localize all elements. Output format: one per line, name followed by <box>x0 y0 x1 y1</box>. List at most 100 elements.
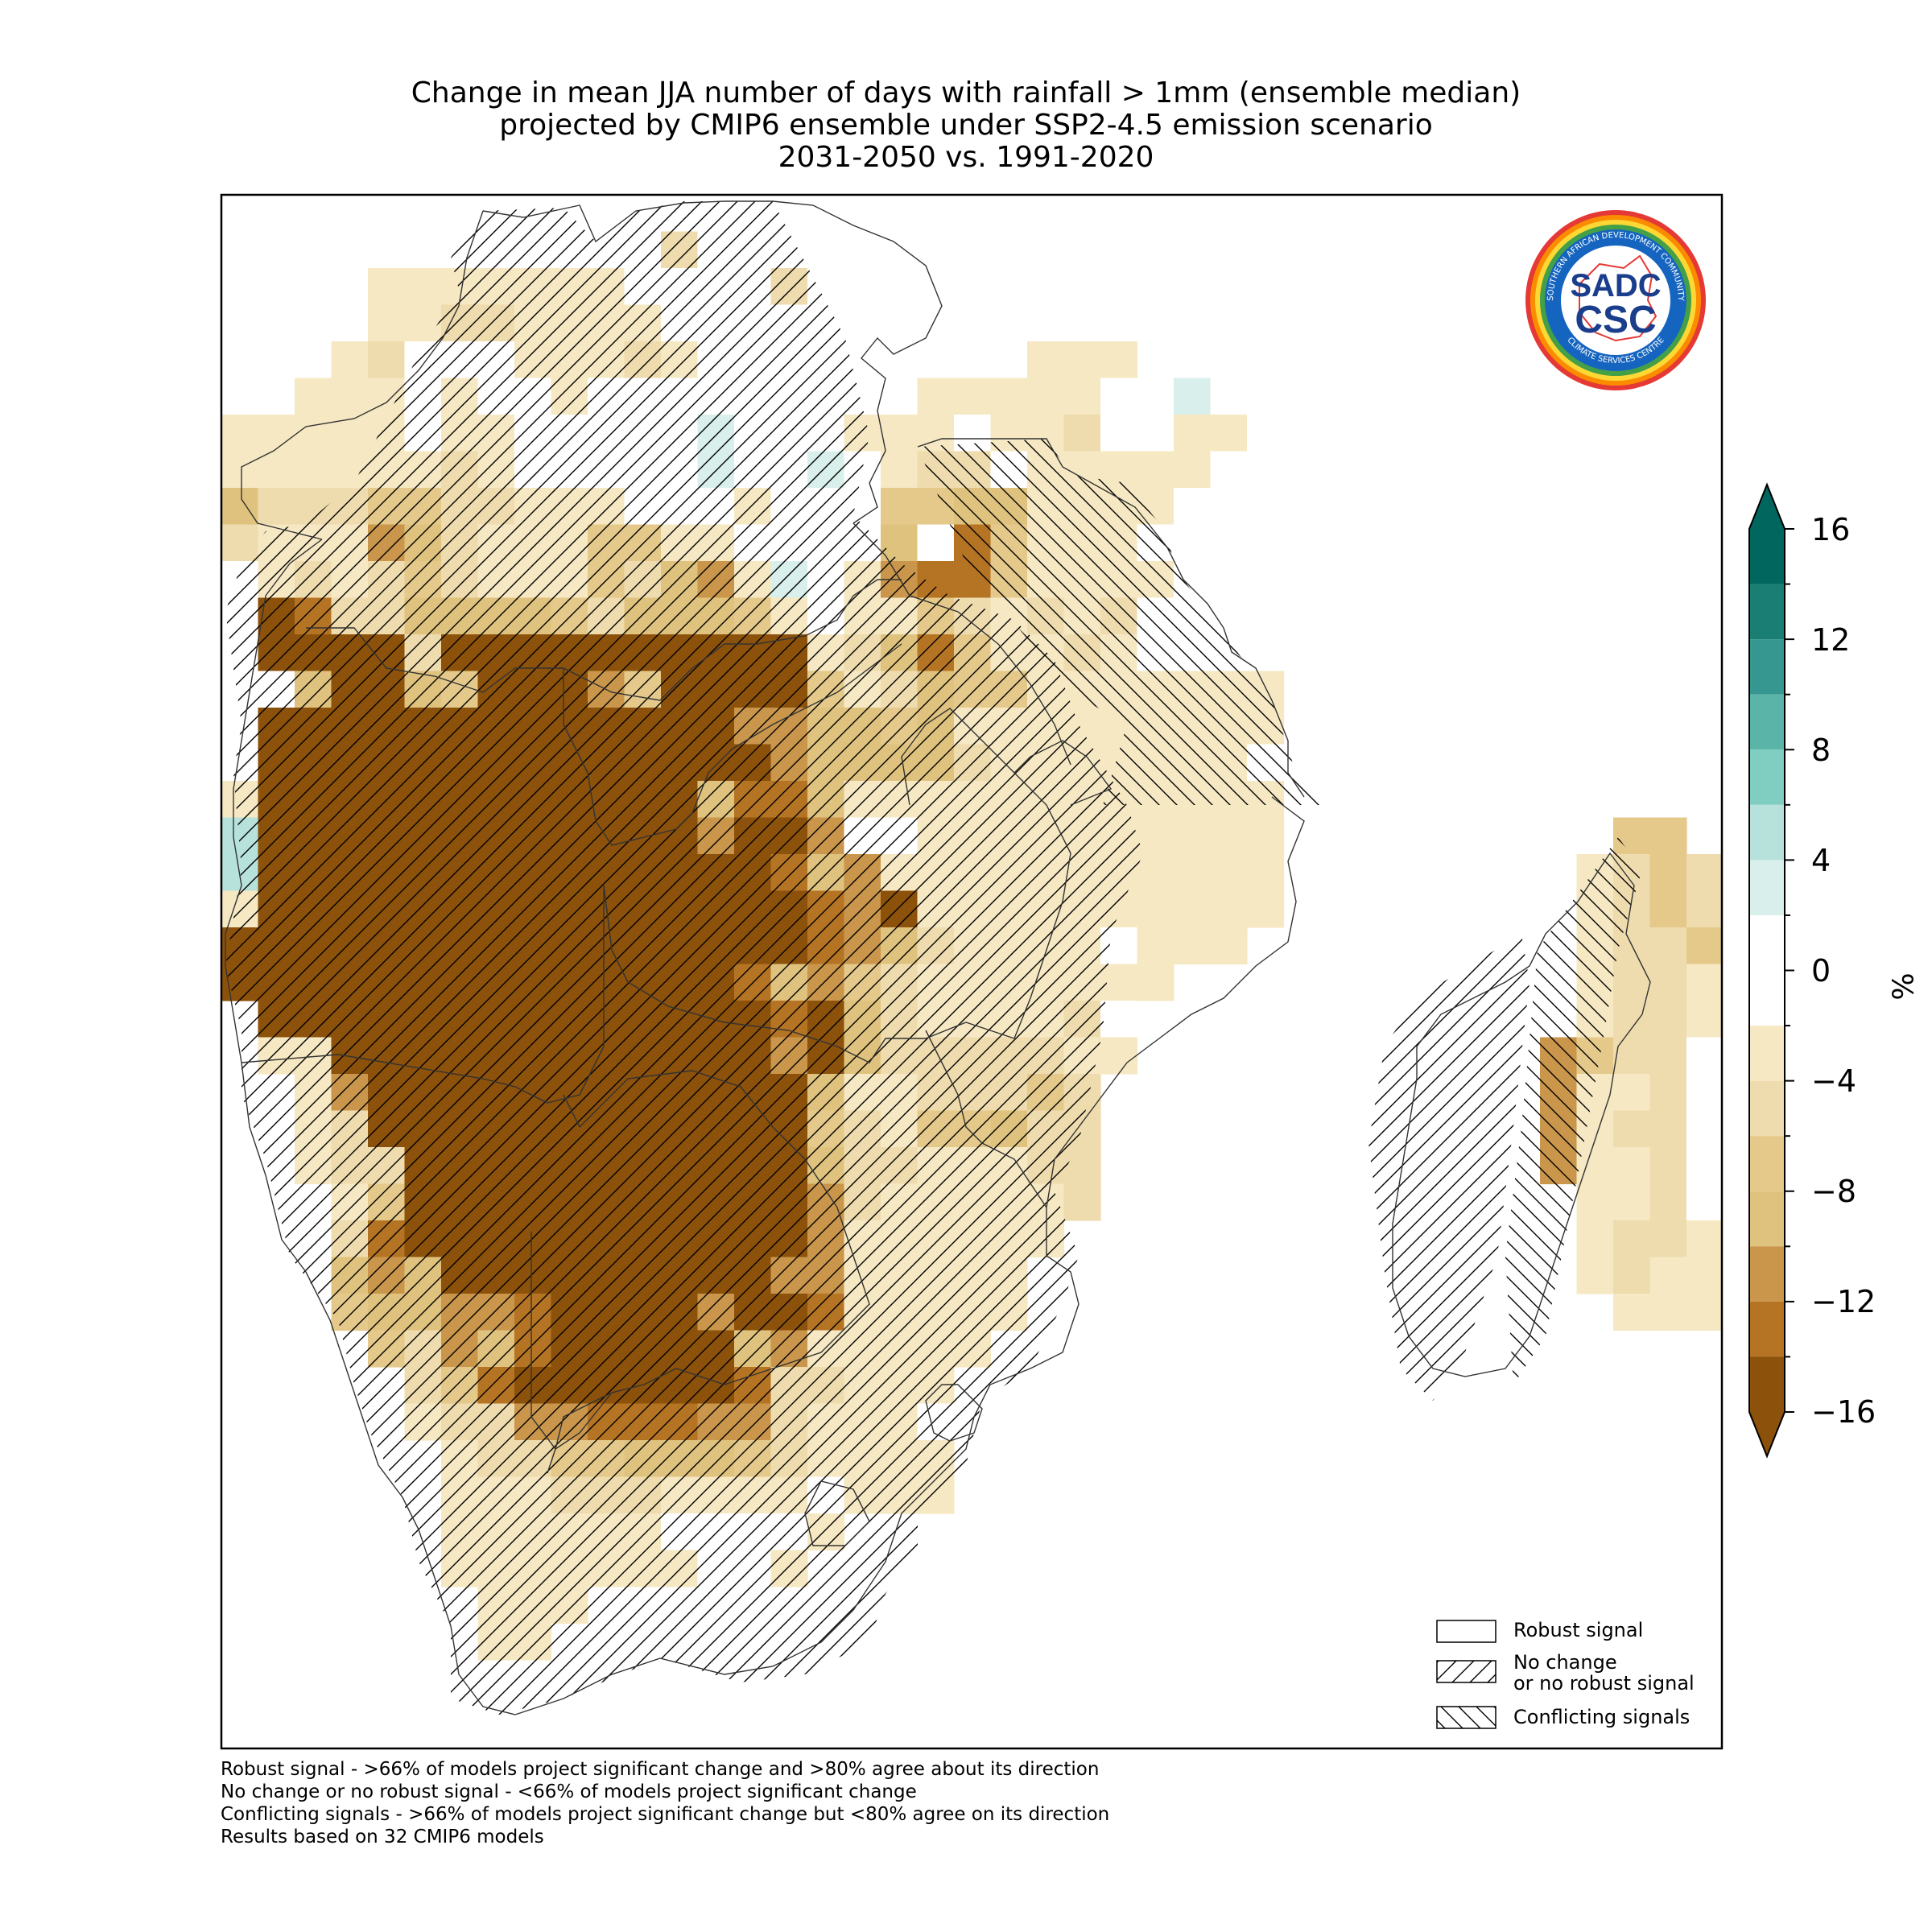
grid-cell <box>1100 415 1138 452</box>
grid-cell <box>1063 341 1101 379</box>
grid-cell <box>1649 1257 1687 1294</box>
cbar-tick: −8 <box>1811 1174 1857 1209</box>
grid-cell <box>1686 1074 1722 1112</box>
grid-cell <box>1576 1220 1614 1258</box>
grid-cell <box>1649 927 1687 965</box>
grid-cell <box>1649 1183 1687 1221</box>
cbar-tick: 16 <box>1811 512 1851 547</box>
colorbar-level <box>1749 1356 1785 1412</box>
grid-cell <box>258 451 295 489</box>
colorbar-level <box>1749 804 1785 861</box>
grid-cell <box>954 378 992 415</box>
grid-cell <box>1210 415 1248 452</box>
cbar-tick: 8 <box>1811 733 1831 768</box>
grid-cell <box>1210 488 1248 526</box>
grid-cell <box>1137 378 1174 415</box>
colorbar-level <box>1749 1136 1785 1191</box>
legend-no-change-label-1: No change <box>1513 1651 1617 1674</box>
footnote-line: Robust signal - >66% of models project s… <box>221 1759 1100 1780</box>
grid-cell <box>844 304 881 342</box>
grid-cell <box>1686 1110 1722 1148</box>
grid-cell <box>295 415 332 452</box>
grid-cell <box>368 304 406 342</box>
grid-cell <box>1247 817 1285 855</box>
title-line-2: projected by CMIP6 ensemble under SSP2-4… <box>499 109 1433 142</box>
grid-cell <box>1137 927 1174 965</box>
grid-cell <box>404 268 442 306</box>
grid-cell <box>1174 854 1212 892</box>
grid-cell <box>1174 524 1212 562</box>
grid-cell <box>221 488 259 526</box>
grid-cell <box>1100 378 1138 415</box>
grid-cell <box>990 341 1028 379</box>
grid-cell <box>1649 964 1687 1001</box>
madagascar-outline <box>1392 852 1651 1377</box>
grid-cell <box>1613 1037 1651 1075</box>
cbar-tick: −12 <box>1811 1284 1876 1319</box>
grid-cell <box>1100 1037 1138 1075</box>
colorbar-level <box>1749 694 1785 750</box>
grid-cell <box>1247 561 1285 599</box>
grid-cell <box>1649 890 1687 928</box>
grid-cell <box>1137 451 1174 489</box>
grid-cell <box>1210 890 1248 928</box>
colorbar-unit-label: % <box>1887 972 1921 1001</box>
grid-cell <box>1247 451 1285 489</box>
footnote-line: No change or no robust signal - <66% of … <box>221 1781 917 1802</box>
grid-cell <box>1686 927 1722 965</box>
grid-cell <box>990 378 1028 415</box>
grid-cell <box>1686 964 1722 1001</box>
grid-cell <box>1833 671 1870 708</box>
grid-cell <box>1686 1183 1722 1221</box>
grid-cell <box>258 488 295 526</box>
grid-cell <box>368 341 406 379</box>
colorbar-level <box>1749 1301 1785 1357</box>
grid-cell <box>1649 854 1687 892</box>
grid-cell <box>844 268 881 306</box>
grid-cell <box>881 415 919 452</box>
grid-cell <box>1649 1294 1687 1331</box>
grid-cell <box>295 451 332 489</box>
grid-cell <box>1686 1037 1722 1075</box>
grid-cell <box>1174 378 1212 415</box>
grid-cell <box>1210 854 1248 892</box>
legend-conflicting-swatch <box>1436 1706 1496 1729</box>
country-boundaries <box>225 200 1305 1715</box>
grid-cell <box>1613 1220 1651 1258</box>
grid-cell <box>1613 1257 1651 1294</box>
logo-csc-text: CSC <box>1575 299 1656 341</box>
colorbar-level <box>1749 584 1785 640</box>
grid-cell <box>1137 890 1174 928</box>
grid-cell <box>1247 524 1285 562</box>
chart-title: Change in mean JJA number of days with r… <box>0 77 1932 174</box>
colorbar-extend-max <box>1749 485 1785 529</box>
grid-cell <box>1686 890 1722 928</box>
grid-cell <box>1174 817 1212 855</box>
legend-no-change-label-2: or no robust signal <box>1513 1672 1695 1695</box>
grid-cell <box>1210 451 1248 489</box>
footnote-line: Results based on 32 CMIP6 models <box>221 1827 544 1847</box>
grid-cell <box>1063 415 1101 452</box>
colorbar-level <box>1749 639 1785 695</box>
grid-cell <box>1247 597 1285 635</box>
colorbar-level <box>1749 1026 1785 1081</box>
grid-cell <box>221 415 259 452</box>
grid-cell <box>881 488 919 526</box>
logo-sadc-text: SADC <box>1570 268 1661 303</box>
grid-cell <box>1686 1001 1722 1038</box>
colorbar-level <box>1749 529 1785 584</box>
grid-cell <box>1174 488 1212 526</box>
grid-cell <box>1613 1183 1651 1221</box>
colorbar-level <box>1749 860 1785 915</box>
grid-cell <box>1027 378 1065 415</box>
hatch-legend <box>1436 1620 1496 1729</box>
colorbar-level <box>1749 1191 1785 1247</box>
title-line-1: Change in mean JJA number of days with r… <box>411 76 1521 109</box>
grid-cell <box>1137 964 1174 1001</box>
grid-cell <box>1686 1220 1722 1258</box>
grid-cell <box>1649 1220 1687 1258</box>
colorbar <box>1748 482 1794 1459</box>
cbar-tick: −16 <box>1811 1394 1876 1430</box>
grid-cell <box>1613 1110 1651 1148</box>
